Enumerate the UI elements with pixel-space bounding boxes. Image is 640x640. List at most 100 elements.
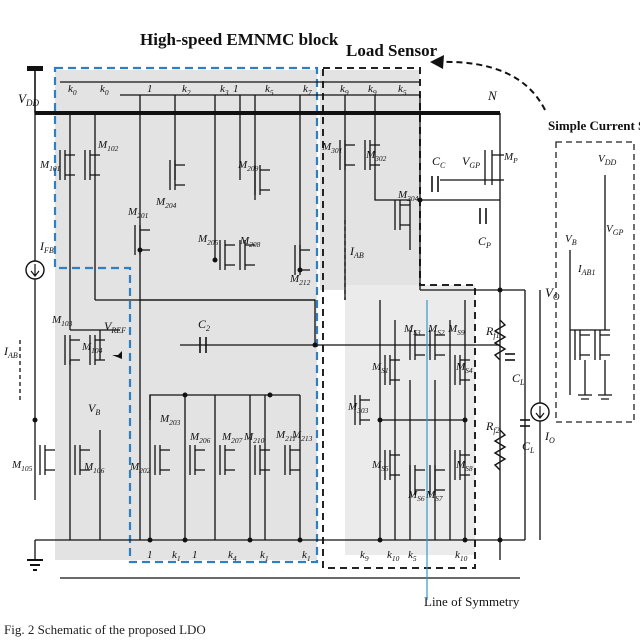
current-source-ifb [25,260,45,280]
transistor-label: M105 [11,459,33,473]
iab1-label: IAB1 [577,263,595,277]
ifb-label: IFB [39,239,54,255]
transistor-label: M106 [83,461,105,475]
transistor-label: M303 [347,401,369,415]
transistor-label: M302 [365,149,387,163]
top-k-label: 1 [147,83,153,95]
transistor-label: MP [503,151,518,165]
top-k-label: k5 [265,83,274,97]
top-k-label: k3 [220,83,229,97]
transistor-label: M102 [97,139,119,153]
capacitor-c2 [199,337,207,353]
bottom-k-label: k10 [387,549,400,563]
resistor-rf2 [493,429,507,471]
transistor-label: M202 [129,461,151,475]
transistor-label: M103 [51,314,73,328]
vb-label: VB [88,401,100,417]
bottom-k-label: k1 [260,549,269,563]
vo-label: VO [545,285,560,302]
top-k-label: k9 [368,83,377,97]
transistor-label: M208 [239,235,261,249]
top-k-label: k7 [303,83,312,97]
vref-label: VREF [104,319,126,335]
transistor-label: MS2 [427,323,445,337]
capacitor-cl1 [505,353,515,361]
vb2-label: VB [565,233,577,247]
top-k-label: k2 [182,83,191,97]
transistor-label: M204 [155,196,177,210]
transistor-glyphs [39,140,610,495]
transistor-label: M210 [243,431,265,445]
transistor-label: M104 [81,341,103,355]
resistor-rf1 [493,319,507,361]
bottom-k-label: k1 [172,549,181,563]
iab2-label: IAB [349,244,364,260]
iab-label: IAB [3,344,18,360]
cp-label: CP [478,234,491,250]
schematic-wiring [34,95,541,560]
capacitor-cc [431,176,439,192]
transistor-labels: M101 M102 M103 M104 M105 M106 M201 M202 M203 M204… [11,139,518,503]
simple-current-sensor-border [555,141,635,423]
vdd-pin-head [27,66,43,71]
capacitor-cl [520,419,530,427]
transistor-label: MS6 [407,489,425,503]
top-k-label: 1 [233,83,239,95]
junction-dots [32,197,503,543]
pointer-arrow [439,60,546,111]
load-sensor-shade [320,70,420,290]
top-k-labels: k0 k0 1 k2 k3 1 k5 k7 k9 k9 k5 [68,83,407,97]
cl1-label: CL [512,371,525,387]
vref-terminal [112,351,122,359]
rf2-label: Rf2 [485,419,500,435]
figure-caption: Fig. 2 Schematic of the proposed LDO [4,622,206,637]
top-k-label: k0 [100,83,109,97]
simple-sensor-wiring [569,175,612,400]
bottom-k-label: k4 [228,549,237,563]
transistor-label: M211 [275,429,296,443]
bottom-k-label: k1 [302,549,311,563]
bottom-k-label: k5 [408,549,417,563]
current-source-io [530,402,550,422]
transistor-label: M201 [127,206,148,220]
transistor-label: M213 [291,429,313,443]
top-k-label: k9 [340,83,349,97]
transistor-label: M205 [197,233,219,247]
bottom-k-label: k9 [360,549,369,563]
simple-current-sensor-title: Simple Current Sensor [548,118,640,133]
cc-label: CC [432,154,446,170]
pointer-arrowhead [430,55,444,69]
transistor-label: MS8 [455,459,473,473]
top-k-label: k0 [68,83,77,97]
transistor-label: M301 [321,141,342,155]
bottom-k-labels: 1 k1 1 k4 k1 k1 k9 k10 k5 k10 [147,549,468,563]
emnmc-shade [55,70,317,560]
emnmc-block-title: High-speed EMNMC block [140,30,339,49]
capacitor-cp [479,208,487,224]
load-sensor-title: Load Sensor [346,41,438,60]
transistor-label: M209 [237,159,259,173]
transistor-label: M203 [159,413,181,427]
transistor-label: M207 [221,431,243,445]
transistor-label: MS5 [371,459,389,473]
emnmc-block-border [53,66,319,564]
transistor-label: MS4 [455,361,473,375]
ground-symbol [27,540,43,571]
top-k-label: k5 [398,83,407,97]
bottom-k-label: k10 [455,549,468,563]
transistor-label: M206 [189,431,211,445]
transistor-label: MS7 [425,489,443,503]
vgp-label: VGP [462,154,480,170]
bottom-k-label: 1 [147,549,153,561]
load-sensor-border [322,67,476,569]
transistor-label: MS1 [371,361,389,375]
transistor-label: M212 [289,273,311,287]
transistor-label: M101 [39,159,60,173]
transistor-label: M304 [397,189,419,203]
line-of-symmetry-label: Line of Symmetry [424,594,520,609]
c2-label: C2 [198,317,210,333]
vdd-label: VDD [18,91,39,108]
vdd2-label: VDD [598,153,617,167]
node-n-label: N [487,88,498,103]
